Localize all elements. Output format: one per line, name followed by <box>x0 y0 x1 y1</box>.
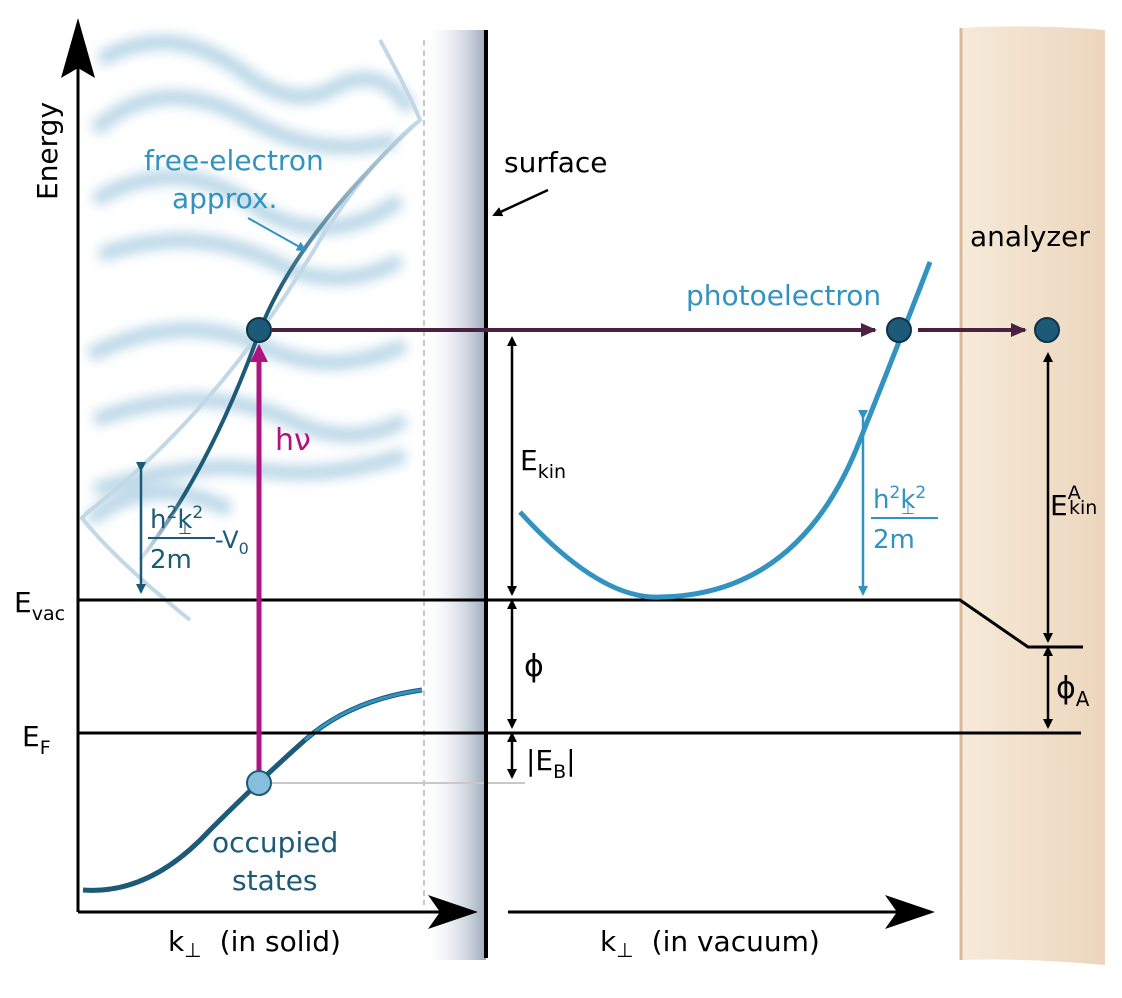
surface-pointer-arrow <box>492 188 549 217</box>
y-axis-arrowhead <box>61 18 95 78</box>
x-solid-arrowhead <box>428 895 478 929</box>
x-vacuum-arrowhead <box>885 895 935 929</box>
svg-text:2m: 2m <box>873 525 915 555</box>
measure-arrows <box>492 188 1053 779</box>
free-electron-pointer-arrow <box>247 217 307 251</box>
phi-a-label: ϕA <box>1056 671 1090 711</box>
analyzer-label: analyzer <box>970 220 1090 253</box>
free-electron-label-line2: approx. <box>172 182 277 215</box>
ekin-a-label: EA <box>1050 482 1081 522</box>
eb-label: |EB| <box>526 744 576 783</box>
photon-label: hν <box>275 423 311 458</box>
svg-text:h2k2: h2k2 <box>873 483 926 515</box>
svg-text:⊥: ⊥ <box>901 499 915 518</box>
phi-label: ϕ <box>524 649 544 684</box>
surface-shade <box>422 30 486 960</box>
svg-text:2m: 2m <box>150 545 192 575</box>
analyzer-region <box>959 26 1105 965</box>
vacuum-level-line <box>78 598 1083 649</box>
svg-text:⊥: ⊥ <box>178 519 192 538</box>
y-axis-label: Energy <box>31 102 64 200</box>
surface-label: surface <box>504 146 607 179</box>
occupied-label-line2: states <box>232 864 318 897</box>
free-electron-label-line1: free-electron <box>144 144 324 177</box>
inner-potential-formula: h2k2 ⊥ 2m -V0 <box>148 503 249 575</box>
photoelectron-label: photoelectron <box>686 279 881 312</box>
blurred-bands <box>85 35 417 526</box>
svg-text:-V0: -V0 <box>215 526 249 558</box>
evac-label: Evac <box>14 586 65 625</box>
analyzer-electron-dot <box>1034 317 1060 343</box>
vacuum-electron-dot <box>886 317 912 343</box>
svg-text:h2k2: h2k2 <box>150 503 203 535</box>
initial-state-dot <box>246 770 272 796</box>
ef-label: EF <box>22 720 51 759</box>
axes <box>61 18 935 929</box>
x-axis-solid-label: k⊥ (in solid) <box>168 925 341 962</box>
x-axis-vacuum-label: k⊥ (in vacuum) <box>600 925 820 962</box>
energy-levels <box>78 598 1083 735</box>
occupied-label-line1: occupied <box>212 826 338 859</box>
ekin-label: Ekin <box>520 444 566 483</box>
ekin-a-sub: kin <box>1069 497 1097 519</box>
photoelectron-parabola <box>518 261 933 600</box>
excited-state-dot <box>246 317 272 343</box>
vacuum-kinetic-formula: h2k2 ⊥ 2m <box>871 483 938 555</box>
